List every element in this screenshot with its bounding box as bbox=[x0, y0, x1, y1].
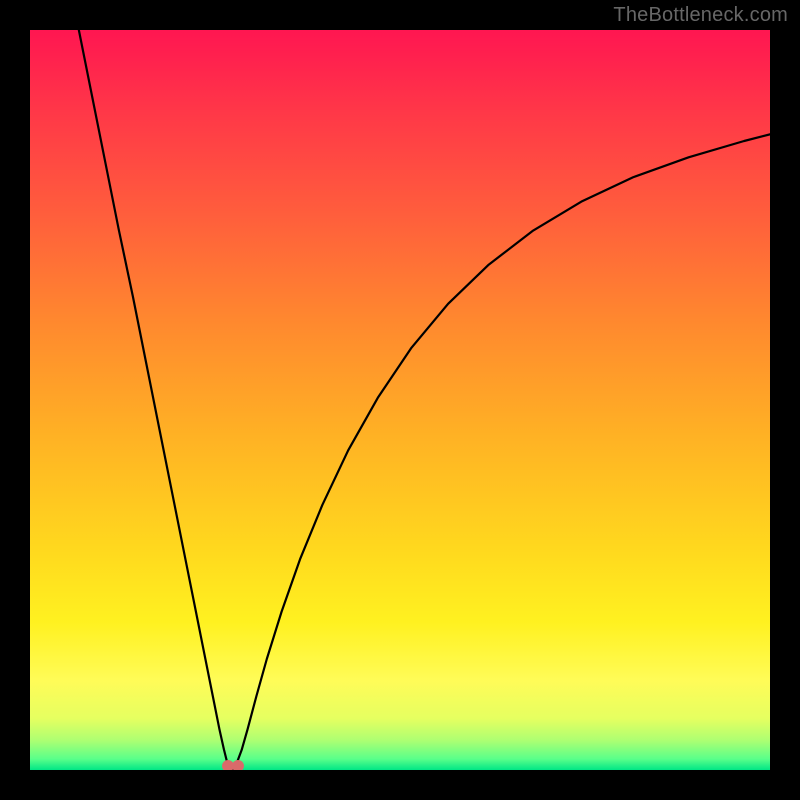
plot-area bbox=[30, 30, 770, 770]
watermark-text: TheBottleneck.com bbox=[613, 4, 788, 27]
bottleneck-curve bbox=[79, 30, 770, 770]
chart-outer-frame: TheBottleneck.com bbox=[0, 0, 800, 800]
curve-layer bbox=[30, 30, 770, 770]
bottleneck-marker-1 bbox=[232, 760, 244, 770]
